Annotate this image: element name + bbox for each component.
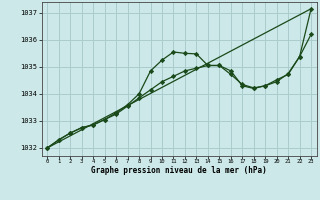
X-axis label: Graphe pression niveau de la mer (hPa): Graphe pression niveau de la mer (hPa) — [91, 166, 267, 175]
